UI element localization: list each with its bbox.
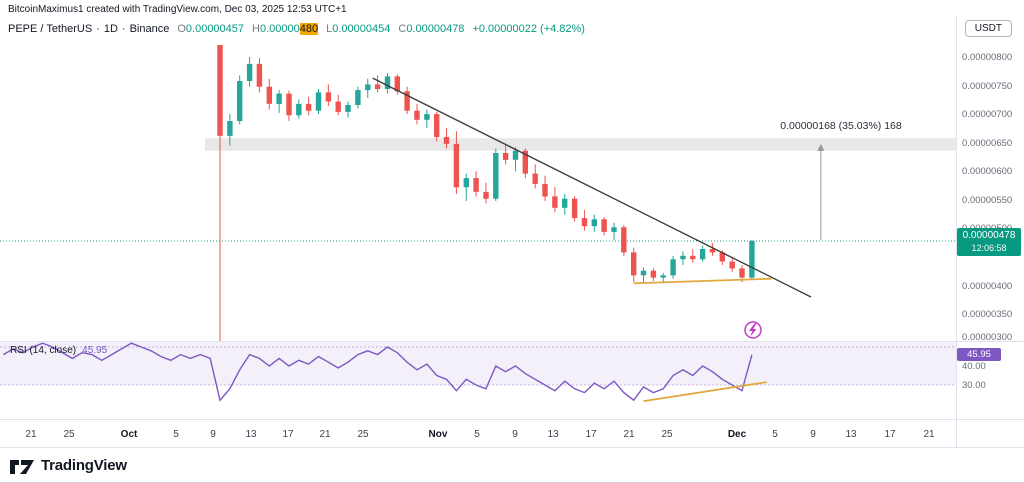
candle-body bbox=[670, 259, 676, 276]
candle-body bbox=[601, 219, 607, 232]
support-line[interactable] bbox=[633, 277, 772, 285]
candle-body bbox=[394, 76, 400, 92]
price-range-measure-label[interactable]: 0.00000168 (35.03%) 168 bbox=[780, 120, 902, 132]
rsi-trendline[interactable] bbox=[643, 381, 767, 403]
resistance-zone[interactable] bbox=[205, 138, 956, 151]
candle-body bbox=[345, 105, 351, 112]
currency-toggle-button[interactable]: USDT bbox=[964, 20, 1012, 37]
last-price-badge: 0.00000478 12:06:58 bbox=[957, 228, 1021, 256]
candle-body bbox=[729, 261, 735, 269]
candle-body bbox=[493, 153, 499, 199]
symbol-name[interactable]: PEPE / TetherUS bbox=[8, 23, 93, 35]
candle-body bbox=[217, 45, 223, 136]
candle-body bbox=[365, 84, 371, 91]
candle-body bbox=[463, 178, 469, 188]
last-price: 0.00000478 bbox=[962, 230, 1016, 241]
legend-separator: · bbox=[121, 23, 126, 35]
candle-body bbox=[571, 198, 578, 219]
candle-body bbox=[591, 219, 597, 227]
candle-body bbox=[315, 92, 322, 111]
candle-body bbox=[581, 218, 588, 227]
candle-body bbox=[650, 270, 657, 278]
candle-body bbox=[414, 110, 420, 120]
rsi-band bbox=[0, 342, 956, 385]
candle-body bbox=[709, 249, 716, 253]
candle-body bbox=[374, 84, 381, 89]
candle-body bbox=[611, 227, 617, 232]
candle-body bbox=[680, 255, 686, 260]
ohlc-close: C0.00000478 bbox=[398, 23, 465, 35]
candle-body bbox=[640, 270, 647, 276]
candle-body bbox=[660, 275, 666, 278]
candle-body bbox=[739, 268, 745, 278]
candle-body bbox=[325, 92, 332, 102]
candle-body bbox=[424, 114, 430, 120]
candle-body bbox=[305, 103, 312, 111]
footer: TradingView bbox=[0, 449, 1024, 482]
pane-separators bbox=[0, 16, 1024, 448]
lightning-bolt-icon bbox=[749, 323, 757, 337]
tradingview-logo-icon[interactable] bbox=[10, 458, 34, 474]
ohlc-low: L0.00000454 bbox=[326, 23, 391, 35]
candle-body bbox=[690, 255, 696, 260]
candle-body bbox=[621, 227, 627, 253]
candle-body bbox=[443, 137, 450, 144]
rsi-pane[interactable] bbox=[0, 342, 956, 403]
candle-body bbox=[227, 121, 233, 136]
candle-body bbox=[256, 63, 263, 87]
candle-body bbox=[296, 103, 302, 116]
candle-body bbox=[699, 249, 706, 260]
candle-body bbox=[719, 252, 725, 262]
candle-body bbox=[286, 93, 292, 116]
rsi-indicator-legend[interactable]: RSI (14, close) 45.95 bbox=[10, 345, 107, 356]
interval[interactable]: 1D bbox=[103, 23, 118, 35]
candle-body bbox=[453, 143, 460, 188]
candle-body bbox=[483, 191, 489, 199]
candle-body bbox=[522, 150, 528, 174]
candle-body bbox=[384, 76, 391, 89]
bar-countdown: 12:06:58 bbox=[971, 242, 1007, 253]
rsi-value-badge: 45.95 bbox=[957, 348, 1001, 361]
legend-separator: · bbox=[96, 23, 100, 35]
exchange: Binance bbox=[129, 23, 170, 35]
candle-body bbox=[749, 241, 755, 278]
candle-body bbox=[473, 178, 479, 192]
ohlc-open: O0.00000457 bbox=[177, 23, 245, 35]
candle-body bbox=[355, 90, 361, 105]
price-pane[interactable] bbox=[0, 42, 956, 343]
measure-arrow-icon bbox=[817, 143, 825, 151]
rsi-current-value: 45.95 bbox=[82, 345, 108, 356]
candle-body bbox=[276, 93, 282, 104]
candle-body bbox=[502, 153, 509, 160]
rsi-line bbox=[2, 342, 753, 402]
symbol-legend: PEPE / TetherUS · 1D · Binance O0.000004… bbox=[8, 23, 585, 35]
watermark: BitcoinMaximus1 created with TradingView… bbox=[8, 4, 347, 15]
candle-body bbox=[562, 198, 568, 208]
candle-body bbox=[512, 150, 519, 160]
candle-body bbox=[335, 101, 341, 112]
high-flash-highlight: 480 bbox=[299, 23, 319, 35]
candle-body bbox=[266, 86, 272, 104]
ohlc-high: H0.00000480 bbox=[252, 23, 319, 35]
candle-body bbox=[631, 252, 637, 276]
candle-body bbox=[542, 183, 548, 197]
candle-body bbox=[532, 173, 538, 184]
candle-body bbox=[404, 91, 410, 111]
descending-trendline[interactable] bbox=[372, 77, 812, 298]
candle-body bbox=[434, 114, 440, 137]
candle-body bbox=[246, 63, 253, 81]
change-value: +0.00000022 (+4.82%) bbox=[472, 23, 585, 35]
rsi-title[interactable]: RSI (14, close) bbox=[10, 345, 77, 356]
candle-body bbox=[552, 196, 558, 208]
tradingview-logo-text[interactable]: TradingView bbox=[41, 457, 127, 474]
candle-body bbox=[237, 81, 243, 121]
